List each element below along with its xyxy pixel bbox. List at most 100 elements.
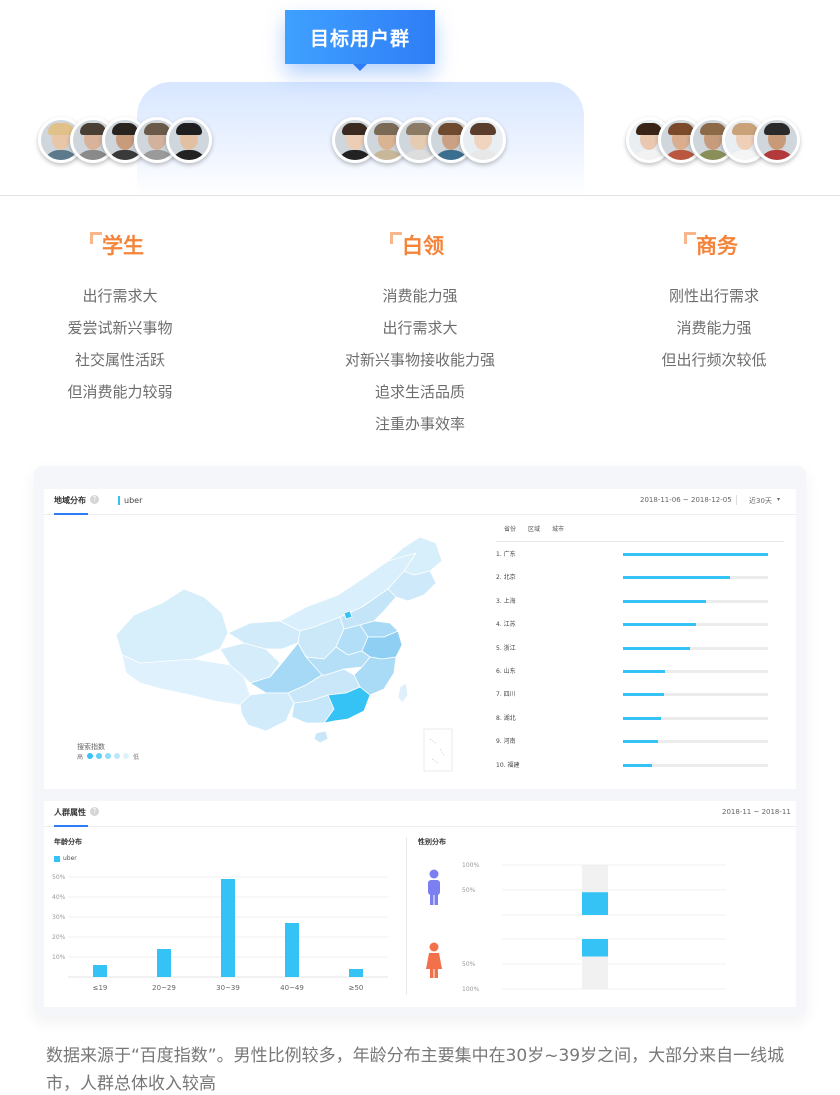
ranking-label: 1. 广东	[496, 551, 516, 558]
ranking-bar	[623, 576, 731, 580]
divider	[0, 195, 840, 196]
ranking-bar	[623, 740, 658, 744]
legend-dot	[123, 753, 129, 759]
date-range[interactable]: 2018-11 ~ 2018-11	[722, 808, 791, 816]
map-region	[115, 588, 229, 664]
ranking-row: 5. 浙江	[496, 641, 786, 655]
ranking-bar	[623, 763, 652, 767]
ranking-label: 4. 江苏	[496, 621, 516, 629]
female-bar	[582, 939, 608, 957]
map-legend-high: 高	[77, 754, 84, 761]
ranking-label: 5. 浙江	[496, 644, 516, 652]
ranking-row: 1. 广东	[496, 547, 786, 561]
trait-item: 追求生活品质	[374, 383, 465, 401]
tab-geo-distribution[interactable]: 地域分布	[54, 496, 86, 505]
map-region	[323, 686, 371, 724]
tab-underline	[54, 513, 88, 515]
ranking-track	[623, 599, 768, 603]
period-select[interactable]: 近30天	[749, 497, 772, 505]
female-icon	[426, 942, 442, 978]
series-label: uber	[124, 496, 143, 505]
ranking-track	[623, 693, 768, 697]
y-tick-label: 100%	[462, 986, 479, 993]
map-region	[343, 610, 353, 620]
ranking-track	[623, 716, 768, 720]
avatar	[460, 117, 506, 163]
data-source-note: 数据来源于“百度指数”。男性比例较多，年龄分布主要集中在30岁~39岁之间，大部…	[46, 1046, 785, 1094]
x-tick-label: 40~49	[280, 984, 304, 992]
ranking-bar	[623, 599, 706, 603]
map-region	[239, 692, 295, 732]
x-tick-label: 30~39	[216, 984, 240, 992]
ranking-bar	[623, 553, 768, 556]
segment-traits: 消费能力强 出行需求大 对新兴事物接收能力强 追求生活品质 注重办事效率	[320, 280, 520, 440]
panel-header: 人群属性 ? 2018-11 ~ 2018-11	[44, 801, 796, 827]
ranking-bar	[623, 623, 696, 627]
panel-header: 地域分布 ? uber 2018-11-06 ~ 2018-12-05 近30天…	[44, 489, 796, 515]
tab-crowd-attributes[interactable]: 人群属性	[54, 808, 86, 817]
ranking-track	[623, 553, 768, 556]
segment-students: 学生 出行需求大 爱尝试新兴事物 社交属性活跃 但消费能力较弱	[20, 230, 220, 408]
segment-traits: 出行需求大 爱尝试新兴事物 社交属性活跃 但消费能力较弱	[20, 280, 220, 408]
tab-province[interactable]: 省份	[504, 526, 517, 533]
ranking-bar	[623, 670, 666, 673]
ranking-row: 7. 四川	[496, 687, 786, 701]
map-region	[397, 682, 409, 704]
divider	[736, 495, 737, 505]
help-icon[interactable]: ?	[90, 807, 99, 816]
segment-traits: 刚性出行需求 消费能力强 但出行频次较低	[614, 280, 814, 376]
male-bar	[582, 892, 608, 915]
tab-city[interactable]: 城市	[552, 526, 565, 533]
avatar	[166, 117, 212, 163]
ranking-row: 9. 河南	[496, 734, 786, 748]
baidu-index-dashboard: 地域分布 ? uber 2018-11-06 ~ 2018-12-05 近30天…	[34, 466, 806, 1016]
tab-underline	[54, 825, 88, 827]
age-bar	[157, 949, 171, 977]
ranking-track	[623, 740, 768, 744]
avatar	[754, 117, 800, 163]
divider	[406, 837, 407, 995]
ranking-bar	[623, 716, 661, 720]
trait-item: 注重办事效率	[374, 415, 465, 433]
chevron-down-icon[interactable]: ▾	[777, 496, 781, 503]
ranking-label: 10. 福建	[496, 761, 520, 769]
trait-item: 但出行频次较低	[661, 351, 767, 369]
trait-item: 出行需求大	[382, 319, 458, 337]
ranking-row: 4. 江苏	[496, 617, 786, 631]
series-marker	[118, 496, 120, 505]
tab-region[interactable]: 区域	[528, 526, 541, 533]
legend-dot	[114, 753, 120, 759]
trait-item: 消费能力强	[676, 319, 752, 337]
legend-dot	[96, 753, 102, 759]
age-bar	[349, 969, 363, 977]
y-tick-label: 20%	[52, 934, 66, 941]
ranking-label: 6. 山东	[496, 668, 516, 675]
age-distribution-title: 年龄分布	[54, 838, 82, 846]
x-tick-label: ≤19	[93, 984, 108, 992]
x-tick-label: ≥50	[349, 984, 364, 992]
ranking-row: 2. 北京	[496, 570, 786, 584]
y-tick-label: 50%	[462, 887, 476, 894]
date-range[interactable]: 2018-11-06 ~ 2018-12-05	[640, 496, 732, 504]
segment-title: 商务	[684, 230, 738, 260]
ranking-label: 3. 上海	[496, 597, 516, 605]
ranking-track	[623, 763, 768, 767]
segment-business: 商务 刚性出行需求 消费能力强 但出行频次较低	[614, 230, 814, 376]
crowd-attributes-panel: 人群属性 ? 2018-11 ~ 2018-11 年龄分布 uber 10% 20…	[44, 801, 796, 1007]
legend-label: uber	[63, 855, 77, 862]
divider	[496, 541, 784, 542]
x-tick-label: 20~29	[152, 984, 176, 992]
help-icon[interactable]: ?	[90, 495, 99, 504]
male-icon	[428, 869, 440, 905]
ranking-row: 6. 山东	[496, 664, 786, 678]
ranking-bar	[623, 693, 664, 697]
y-tick-label: 50%	[52, 874, 66, 881]
trait-item: 对新兴事物接收能力强	[344, 351, 495, 369]
trait-item: 消费能力强	[382, 287, 458, 305]
south-sea-inset	[423, 728, 453, 772]
ranking-track	[623, 576, 768, 580]
segment-title: 学生	[90, 230, 144, 260]
y-tick-label: 100%	[462, 862, 479, 869]
ranking-track	[623, 623, 768, 627]
map-region	[387, 536, 443, 576]
